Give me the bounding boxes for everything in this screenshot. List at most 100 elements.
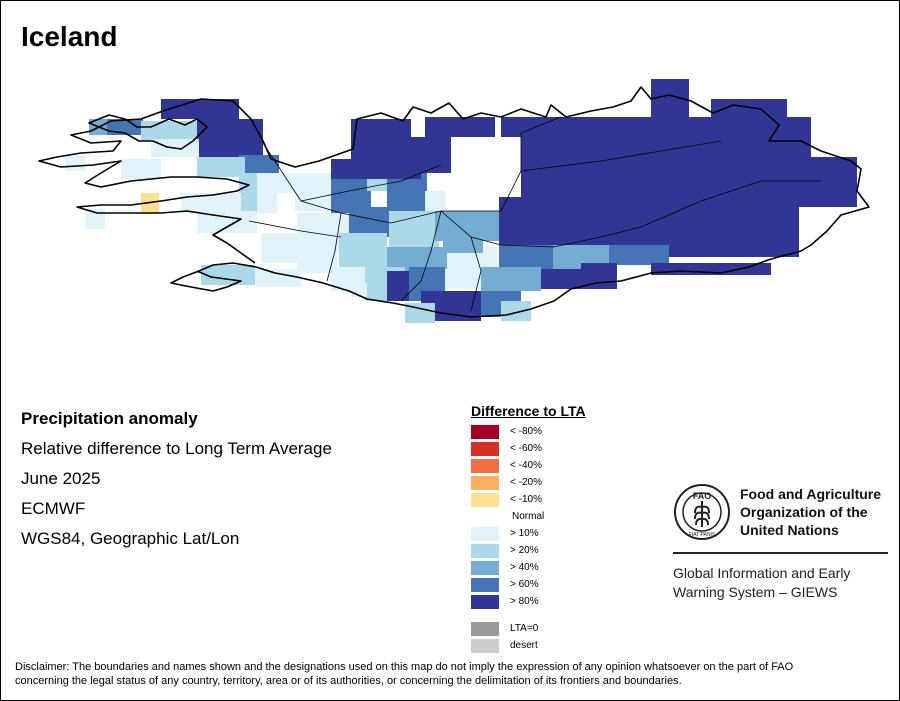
- legend-swatch: [471, 510, 499, 524]
- giews-line-2: Warning System – GIEWS: [673, 584, 838, 600]
- legend-swatch: [471, 544, 499, 558]
- anomaly-cell: [405, 303, 435, 323]
- legend-label: < -60%: [510, 443, 542, 454]
- anomaly-cell: [351, 119, 411, 159]
- anomaly-cell: [239, 155, 279, 175]
- legend-item-row: > 60%: [471, 578, 586, 595]
- anomaly-cell: [331, 159, 421, 179]
- anomaly-cell: [387, 173, 427, 213]
- anomaly-cell: [181, 193, 241, 213]
- legend-item-row: < -20%: [471, 476, 586, 493]
- anomaly-cell: [651, 263, 771, 275]
- anomaly-cell: [65, 155, 85, 171]
- indicator-description: Relative difference to Long Term Average: [21, 439, 332, 458]
- anomaly-cell: [761, 137, 801, 157]
- legend-label: > 10%: [510, 528, 539, 539]
- anomaly-cell: [499, 245, 553, 269]
- anomaly-cell: [277, 173, 337, 193]
- anomaly-cell: [425, 191, 445, 213]
- legend-extra-items: LTA=0 desert: [471, 622, 586, 656]
- legend-label: < -40%: [510, 460, 542, 471]
- anomaly-cell: [499, 197, 609, 247]
- legend-swatch: [471, 622, 499, 636]
- disclaimer: Disclaimer: The boundaries and names sho…: [15, 660, 885, 688]
- anomaly-cell: [197, 157, 245, 177]
- fao-name-line-1: Food and Agriculture: [740, 486, 882, 502]
- legend-extra-item-row: LTA=0: [471, 622, 586, 639]
- anomaly-cell: [295, 191, 341, 211]
- legend-item-row: < -60%: [471, 442, 586, 459]
- fao-logo-icon: FAO FIAT PANIS: [674, 484, 730, 540]
- fao-logo-letters: FAO: [693, 491, 712, 501]
- anomaly-cell: [197, 119, 263, 157]
- anomaly-cell: [711, 99, 787, 139]
- disclaimer-line-1: Disclaimer: The boundaries and names sho…: [15, 661, 794, 673]
- anomaly-cell: [443, 233, 483, 253]
- anomaly-cell: [521, 117, 651, 197]
- giews-line-1: Global Information and Early: [673, 565, 851, 581]
- legend-swatch: [471, 459, 499, 473]
- legend-swatch: [471, 476, 499, 490]
- anomaly-cell: [201, 265, 255, 285]
- fao-name: Food and Agriculture Organization of the…: [740, 485, 881, 539]
- legend-item-row: > 80%: [471, 595, 586, 612]
- legend-swatch: [471, 639, 499, 653]
- anomaly-cell: [791, 157, 857, 207]
- legend-label: > 40%: [510, 562, 539, 573]
- fao-name-line-3: United Nations: [740, 522, 839, 538]
- legend-label: > 60%: [510, 579, 539, 590]
- anomaly-cell: [197, 211, 257, 233]
- anomaly-cell: [297, 253, 337, 273]
- legend-label: > 80%: [510, 596, 539, 607]
- legend-label: < -80%: [510, 426, 542, 437]
- legend-item-row: > 40%: [471, 561, 586, 578]
- anomaly-cell: [255, 269, 301, 287]
- legend-swatch: [471, 425, 499, 439]
- legend-extra-item-row: desert: [471, 639, 586, 656]
- anomaly-cell: [425, 117, 495, 137]
- anomaly-cell: [339, 233, 387, 269]
- legend-title: Difference to LTA: [471, 403, 586, 419]
- disclaimer-line-2: concerning the legal status of any count…: [15, 675, 682, 687]
- fao-logo-motto: FIAT PANIS: [689, 532, 716, 538]
- anomaly-cell: [501, 301, 531, 321]
- fao-name-line-2: Organization of the: [740, 504, 868, 520]
- admin-boundaries: [248, 116, 821, 312]
- projection-label: WGS84, Geographic Lat/Lon: [21, 529, 240, 548]
- legend-item-row: < -40%: [471, 459, 586, 476]
- map-title: Iceland: [21, 21, 118, 52]
- anomaly-cell: [609, 245, 669, 265]
- legend-item-row: Normal: [471, 510, 586, 527]
- legend-item-row: > 20%: [471, 544, 586, 561]
- anomaly-cell: [257, 173, 277, 213]
- legend-label: < -10%: [510, 494, 542, 505]
- anomaly-cell: [161, 99, 239, 119]
- legend-swatch: [471, 595, 499, 609]
- legend-swatch: [471, 527, 499, 541]
- fao-divider: [673, 552, 888, 554]
- legend-swatch: [471, 561, 499, 575]
- anomaly-cell: [389, 211, 439, 247]
- legend-label: > 20%: [510, 545, 539, 556]
- anomaly-cell: [387, 271, 409, 301]
- legend-item-row: > 10%: [471, 527, 586, 544]
- legend-label: LTA=0: [510, 623, 539, 634]
- legend-label: Normal: [512, 511, 545, 522]
- indicator-name: Precipitation anomaly: [21, 409, 198, 428]
- data-source: ECMWF: [21, 499, 86, 518]
- legend-item-row: < -80%: [471, 425, 586, 442]
- anomaly-cell: [121, 159, 161, 179]
- coastline: [38, 86, 870, 318]
- giews-label: Global Information and Early Warning Sys…: [673, 564, 850, 602]
- map-info: Precipitation anomaly Relative differenc…: [21, 409, 332, 559]
- anomaly-cell: [261, 233, 301, 263]
- legend-swatch: [471, 442, 499, 456]
- legend: Difference to LTA < -80% < -60% < -40% < -2…: [471, 403, 586, 656]
- anomaly-cell: [481, 267, 541, 291]
- legend-item-row: < -10%: [471, 493, 586, 510]
- anomaly-cell: [349, 207, 389, 237]
- legend-items: < -80% < -60% < -40% < -20% < -10% Normal > 10…: [471, 425, 586, 612]
- legend-label: desert: [510, 640, 538, 651]
